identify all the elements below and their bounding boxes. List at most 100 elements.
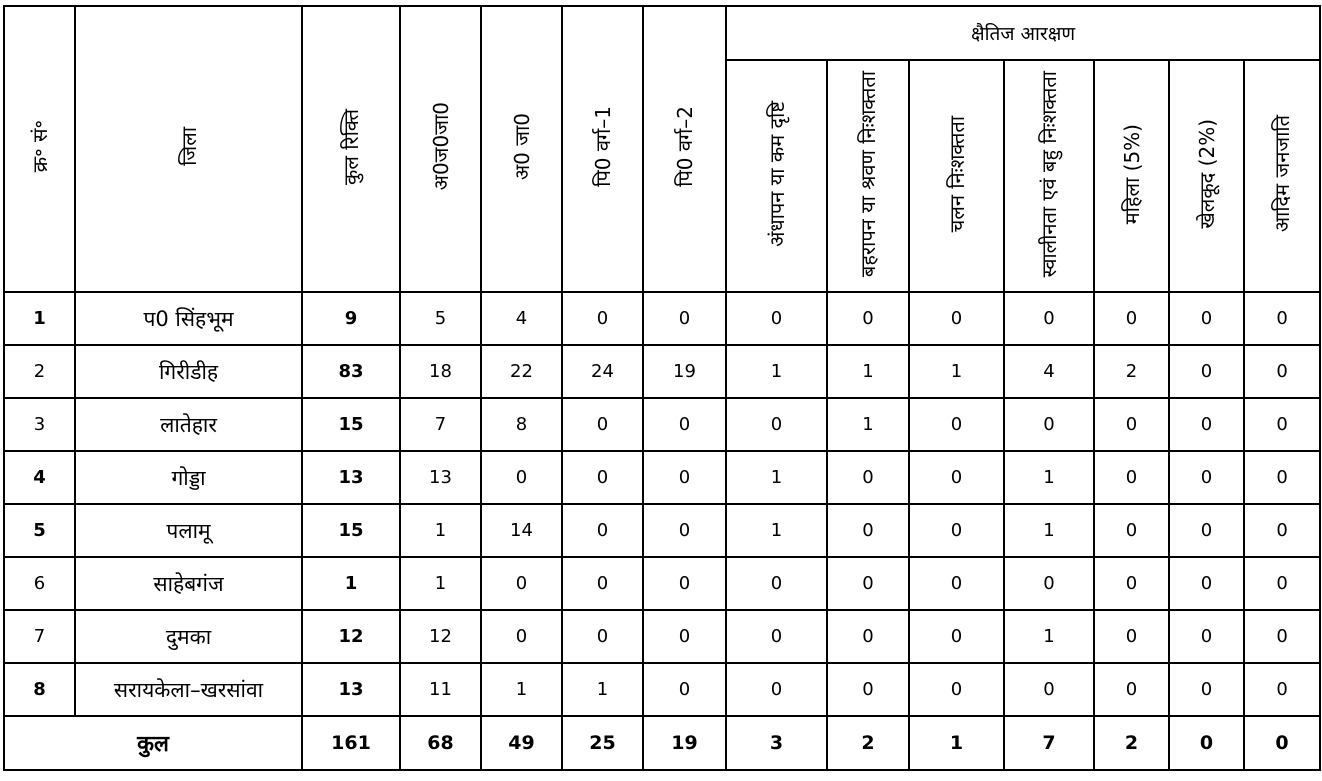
locomotor-cell: 0 [908,291,1005,346]
blindness-cell: 0 [725,609,828,664]
bc2-cell: 0 [642,609,727,664]
bc1-cell: 0 [561,556,644,611]
total-tribe-sum: 0 [1242,715,1322,771]
total-st-sum: 68 [399,715,482,771]
total-row: कुल 161 68 49 25 19 3 2 1 7 2 0 0 [3,715,1322,771]
total-vacancy-cell: 15 [301,397,401,452]
table-row: 3 लातेहार 15 7 8 0 0 0 1 0 0 0 0 0 [3,397,1322,452]
locomotor-cell: 0 [908,662,1005,717]
bc1-cell: 1 [561,662,644,717]
total-vacancy-cell: 13 [301,662,401,717]
blindness-cell: 0 [725,662,828,717]
autism-cell: 1 [1003,503,1095,558]
serial-cell: 7 [3,609,76,664]
header-sports: खेलकूद (2%) [1168,59,1245,293]
deafness-cell: 0 [826,450,910,505]
women-cell: 2 [1093,344,1170,399]
total-sports-sum: 0 [1168,715,1245,771]
st-cell: 5 [399,291,482,346]
st-cell: 18 [399,344,482,399]
deafness-cell: 0 [826,609,910,664]
women-cell: 0 [1093,291,1170,346]
table-row: 6 साहेबगंज 1 1 0 0 0 0 0 0 0 0 0 0 [3,556,1322,611]
total-vacancy-cell: 15 [301,503,401,558]
header-horizontal-reservation: क्षैतिज आरक्षण [724,5,1322,61]
deafness-cell: 1 [826,344,910,399]
district-cell: पलामू [74,503,303,558]
total-deafness-sum: 2 [826,715,910,771]
autism-cell: 1 [1003,450,1095,505]
header-deafness: बहरापन या श्रवण निःशक्तता [826,59,910,293]
deafness-cell: 0 [826,291,910,346]
header-bc1: पि0 वर्ग–1 [561,5,644,293]
district-cell: सरायकेला–खरसांवा [74,662,303,717]
sc-cell: 0 [480,556,563,611]
autism-cell: 0 [1003,397,1095,452]
sports-cell: 0 [1168,662,1245,717]
sc-cell: 1 [480,662,563,717]
tribe-cell: 0 [1242,609,1322,664]
locomotor-cell: 0 [908,503,1005,558]
header-locomotor: चलन निःशक्तता [908,59,1005,293]
serial-cell: 1 [3,291,76,346]
total-locomotor-sum: 1 [908,715,1005,771]
tribe-cell: 0 [1242,450,1322,505]
tribe-cell: 0 [1242,662,1322,717]
sports-cell: 0 [1168,609,1245,664]
total-bc1-sum: 25 [561,715,644,771]
district-cell: गोड्डा [74,450,303,505]
locomotor-cell: 0 [908,397,1005,452]
district-cell: साहेबगंज [74,556,303,611]
total-label: कुल [3,715,303,771]
women-cell: 0 [1093,397,1170,452]
total-sc-sum: 49 [480,715,563,771]
deafness-cell: 0 [826,556,910,611]
serial-cell: 6 [3,556,76,611]
total-vacancy-cell: 1 [301,556,401,611]
women-cell: 0 [1093,450,1170,505]
bc1-cell: 0 [561,609,644,664]
sc-cell: 4 [480,291,563,346]
women-cell: 0 [1093,609,1170,664]
autism-cell: 1 [1003,609,1095,664]
total-autism-sum: 7 [1003,715,1095,771]
bc1-cell: 0 [561,503,644,558]
table-row: 8 सरायकेला–खरसांवा 13 11 1 1 0 0 0 0 0 0 0 0 [3,662,1322,717]
bc2-cell: 0 [642,556,727,611]
district-cell: गिरीडीह [74,344,303,399]
sports-cell: 0 [1168,397,1245,452]
deafness-cell: 0 [826,662,910,717]
sc-cell: 22 [480,344,563,399]
tribe-cell: 0 [1242,556,1322,611]
serial-cell: 8 [3,662,76,717]
header-women: महिला (5%) [1093,59,1170,293]
blindness-cell: 0 [725,556,828,611]
locomotor-cell: 1 [908,344,1005,399]
total-blindness-sum: 3 [725,715,828,771]
women-cell: 0 [1093,503,1170,558]
locomotor-cell: 0 [908,450,1005,505]
women-cell: 0 [1093,556,1170,611]
tribe-cell: 0 [1242,397,1322,452]
table-row: 5 पलामू 15 1 14 0 0 1 0 0 1 0 0 0 [3,503,1322,558]
district-cell: प0 सिंहभूम [74,291,303,346]
sc-cell: 0 [480,450,563,505]
autism-cell: 4 [1003,344,1095,399]
vacancy-table: क्र॰ सं॰ जिला कुल रिक्ति अ0ज0जा0 अ0 जा0 … [3,5,1322,771]
st-cell: 7 [399,397,482,452]
tribe-cell: 0 [1242,344,1322,399]
district-cell: दुमका [74,609,303,664]
header-sc: अ0 जा0 [480,5,563,293]
total-vacancy-cell: 83 [301,344,401,399]
autism-cell: 0 [1003,291,1095,346]
district-cell: लातेहार [74,397,303,452]
st-cell: 1 [399,503,482,558]
locomotor-cell: 0 [908,556,1005,611]
bc1-cell: 0 [561,291,644,346]
serial-cell: 5 [3,503,76,558]
st-cell: 11 [399,662,482,717]
bc1-cell: 0 [561,397,644,452]
header-blindness: अंधापन या कम दृष्टि [725,59,828,293]
serial-cell: 4 [3,450,76,505]
table-row: 7 दुमका 12 12 0 0 0 0 0 0 1 0 0 0 [3,609,1322,664]
